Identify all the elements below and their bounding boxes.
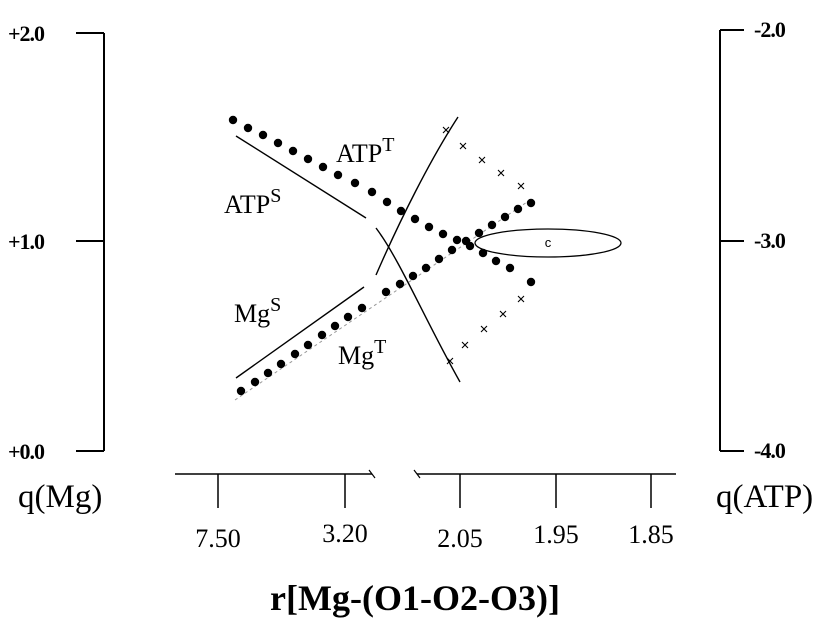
dot-marker xyxy=(452,235,462,245)
dot-marker xyxy=(303,154,313,164)
cross-marker xyxy=(478,156,486,164)
dot-marker xyxy=(243,123,253,133)
dot-marker xyxy=(381,287,391,297)
bottom-tick-label-5: 1.85 xyxy=(628,520,674,549)
ellipse-c xyxy=(474,228,622,258)
label-mg-t: MgT xyxy=(338,336,386,370)
right-axis-tick-label-bottom: -4.0 xyxy=(754,438,786,463)
left-axis-tick-label-mid: +1.0 xyxy=(8,229,45,254)
dot-marker xyxy=(258,130,268,140)
dot-marker xyxy=(491,256,501,266)
dot-marker xyxy=(343,312,353,322)
left-axis: +2.0 +1.0 +0.0 xyxy=(8,21,105,464)
cross-marker xyxy=(480,325,488,333)
label-atp-s-base: ATP xyxy=(224,190,270,219)
dot-marker xyxy=(438,229,448,239)
bottom-tick-label-2: 3.20 xyxy=(322,519,368,548)
label-mg-t-sup: T xyxy=(374,336,386,358)
dot-marker xyxy=(303,340,313,350)
dot-marker xyxy=(367,187,377,197)
dot-marker xyxy=(461,236,471,246)
dot-marker xyxy=(276,359,286,369)
cross-marker xyxy=(442,126,450,134)
label-mg-s-base: Mg xyxy=(234,299,270,328)
dot-marker xyxy=(526,277,536,287)
atp-dot-series xyxy=(228,115,536,287)
dot-marker xyxy=(288,146,298,156)
dot-marker xyxy=(273,138,283,148)
left-axis-tick-label-bottom: +0.0 xyxy=(8,439,45,464)
dot-marker xyxy=(487,220,497,230)
dot-marker xyxy=(333,170,343,180)
bottom-tick-label-1: 7.50 xyxy=(195,524,241,553)
left-axis-title: q(Mg) xyxy=(18,479,102,515)
dot-marker xyxy=(317,330,327,340)
dot-marker xyxy=(396,206,406,216)
dot-marker xyxy=(236,386,246,396)
label-atp-t-base: ATP xyxy=(336,139,382,168)
cross-marker xyxy=(459,142,467,150)
dot-marker xyxy=(500,212,510,222)
dot-marker xyxy=(382,197,392,207)
dot-marker xyxy=(357,303,367,313)
dot-marker xyxy=(250,377,260,387)
label-atp-s-sup: S xyxy=(270,185,281,207)
label-mg-s-sup: S xyxy=(270,294,281,316)
dot-marker xyxy=(434,254,444,264)
dot-marker xyxy=(421,263,431,273)
dot-marker xyxy=(526,198,536,208)
dot-marker xyxy=(478,248,488,258)
mg-dot-series xyxy=(236,198,536,396)
mg-s-line xyxy=(235,286,365,379)
label-mg-s: MgS xyxy=(234,294,281,328)
cross-marker xyxy=(517,295,525,303)
dot-marker xyxy=(513,204,523,214)
right-axis-tick-label-mid: -3.0 xyxy=(754,228,786,253)
dot-marker xyxy=(228,115,238,125)
atp-s-line xyxy=(235,135,367,219)
label-atp-s: ATPS xyxy=(224,185,281,219)
right-axis: -2.0 -3.0 -4.0 xyxy=(719,17,787,463)
right-axis-title: q(ATP) xyxy=(716,479,813,515)
axis-break-mark-left xyxy=(368,469,376,479)
bottom-axis: 7.50 3.20 2.05 1.95 1.85 xyxy=(175,469,676,553)
dot-marker xyxy=(410,214,420,224)
left-axis-tick-label-top: +2.0 xyxy=(8,21,45,46)
dot-marker xyxy=(395,279,405,289)
cross-marker xyxy=(497,169,505,177)
right-axis-tick-label-top: -2.0 xyxy=(754,17,786,42)
cross-marker xyxy=(461,341,469,349)
dot-marker xyxy=(350,178,360,188)
label-mg-t-base: Mg xyxy=(338,341,374,370)
dot-marker xyxy=(263,368,273,378)
label-atp-t-sup: T xyxy=(382,134,394,156)
mg-t-curve xyxy=(375,227,461,383)
cross-marker xyxy=(446,357,454,365)
dot-marker xyxy=(290,349,300,359)
dot-marker xyxy=(330,321,340,331)
bottom-tick-label-4: 1.95 xyxy=(533,520,579,549)
bottom-tick-label-3: 2.05 xyxy=(437,524,483,553)
axis-break-mark-right xyxy=(413,469,421,479)
dot-marker xyxy=(318,162,328,172)
dot-marker xyxy=(408,271,418,281)
label-atp-t: ATPT xyxy=(336,134,394,168)
bottom-axis-title: r[Mg-(O1-O2-O3)] xyxy=(270,578,560,618)
cross-series-upper xyxy=(442,126,525,190)
dot-marker xyxy=(424,222,434,232)
ellipse-c-label: c xyxy=(545,235,552,250)
atp-t-curve xyxy=(375,116,459,276)
dot-marker xyxy=(447,245,457,255)
cross-marker xyxy=(499,310,507,318)
dot-marker xyxy=(474,228,484,238)
cross-marker xyxy=(517,182,525,190)
cross-series-lower xyxy=(446,295,525,365)
dot-marker xyxy=(505,263,515,273)
